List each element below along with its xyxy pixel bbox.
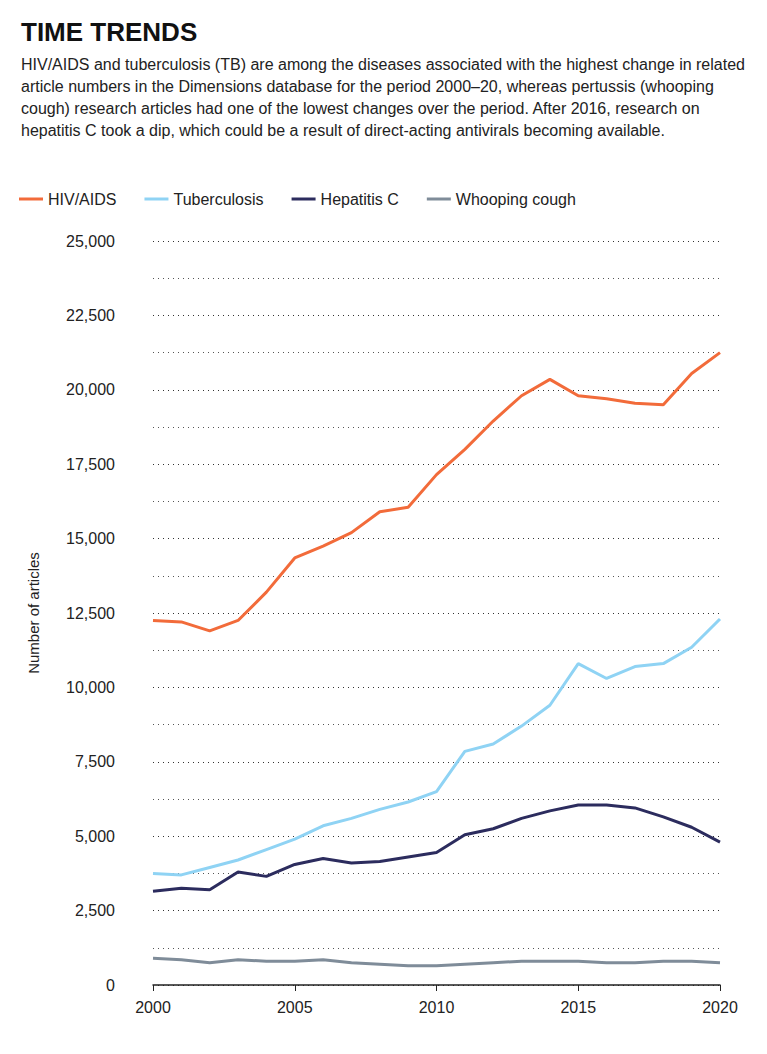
svg-text:2015: 2015 [560, 999, 596, 1016]
svg-text:22,500: 22,500 [66, 307, 115, 324]
svg-text:7,500: 7,500 [75, 753, 115, 770]
svg-text:17,500: 17,500 [66, 456, 115, 473]
svg-text:25,000: 25,000 [66, 233, 115, 250]
svg-text:cough) research articles had o: cough) research articles had one of the … [21, 100, 704, 117]
svg-text:HIV/AIDS and tuberculosis (TB): HIV/AIDS and tuberculosis (TB) are among… [21, 56, 749, 73]
svg-text:2000: 2000 [135, 999, 171, 1016]
svg-text:article numbers in the Dimensi: article numbers in the Dimensions databa… [21, 78, 718, 95]
svg-text:0: 0 [106, 977, 115, 994]
svg-text:5,000: 5,000 [75, 828, 115, 845]
svg-text:20,000: 20,000 [66, 381, 115, 398]
svg-text:TIME TRENDS: TIME TRENDS [21, 17, 197, 47]
svg-text:2020: 2020 [702, 999, 738, 1016]
svg-text:Whooping cough: Whooping cough [456, 191, 576, 208]
svg-text:Number of articles: Number of articles [25, 552, 42, 674]
svg-text:2010: 2010 [419, 999, 455, 1016]
svg-text:2005: 2005 [277, 999, 313, 1016]
svg-text:12,500: 12,500 [66, 605, 115, 622]
svg-text:Tuberculosis: Tuberculosis [173, 191, 263, 208]
svg-text:10,000: 10,000 [66, 679, 115, 696]
svg-text:Hepatitis C: Hepatitis C [321, 191, 399, 208]
svg-text:2,500: 2,500 [75, 902, 115, 919]
svg-text:hepatitis C took a dip, which: hepatitis C took a dip, which could be a… [21, 122, 665, 139]
svg-text:HIV/AIDS: HIV/AIDS [48, 191, 116, 208]
svg-text:15,000: 15,000 [66, 530, 115, 547]
